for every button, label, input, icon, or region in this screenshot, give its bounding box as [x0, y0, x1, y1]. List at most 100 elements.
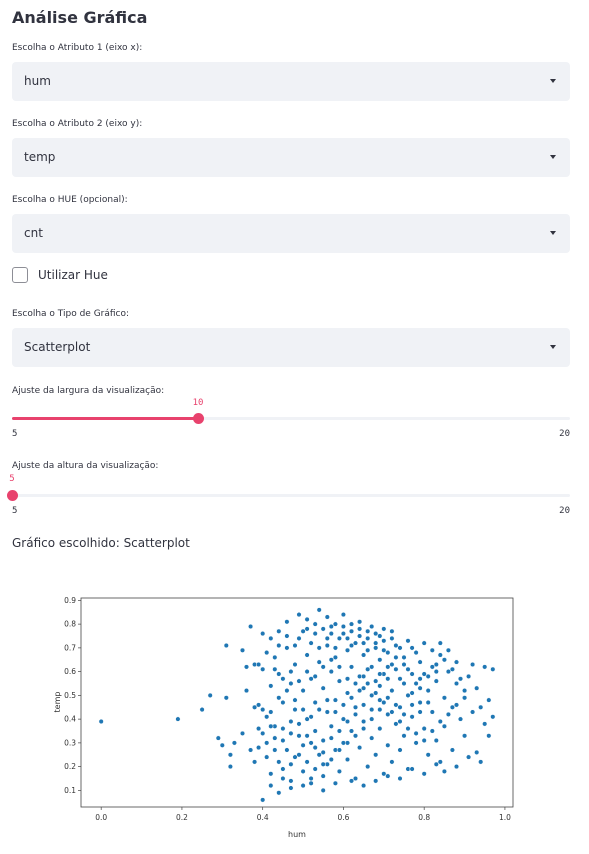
scatter-point: [352, 680, 359, 687]
width-slider-value: 10: [192, 398, 204, 408]
scatter-point: [280, 766, 286, 772]
scatter-point: [377, 633, 383, 639]
scatter-point: [300, 768, 306, 774]
scatter-point: [357, 688, 363, 694]
scatter-point: [421, 726, 427, 732]
scatter-point: [478, 759, 484, 765]
scatter-point: [304, 616, 310, 622]
scatter-point: [433, 737, 439, 744]
scatter-point: [361, 702, 367, 708]
scatter-point: [377, 657, 383, 663]
scatter-point: [377, 683, 383, 689]
scatter-point: [490, 666, 496, 672]
scatter-point: [219, 742, 225, 748]
x-tick-label: 0.2: [176, 813, 188, 822]
scatter-point: [312, 673, 318, 679]
height-slider-min: 5: [12, 506, 18, 516]
hue-select[interactable]: cnt: [12, 214, 570, 253]
scatter-point: [369, 707, 375, 713]
attr-x-value: hum: [24, 74, 51, 88]
attr-y-select[interactable]: temp: [12, 138, 570, 177]
scatter-point: [215, 735, 221, 741]
attr-x-select[interactable]: hum: [12, 62, 570, 101]
scatter-point: [385, 773, 391, 779]
height-slider-track[interactable]: [12, 494, 570, 497]
scatter-point: [264, 754, 270, 760]
scatter-point: [381, 638, 387, 644]
scatter-point: [453, 764, 460, 770]
use-hue-checkbox[interactable]: [12, 267, 28, 283]
height-slider-thumb[interactable]: [6, 490, 18, 501]
scatter-point: [248, 747, 254, 753]
scatter-point: [369, 623, 375, 630]
scatter-point: [429, 647, 435, 653]
scatter-point: [393, 642, 399, 649]
scatter-point: [381, 626, 387, 632]
width-slider-label: Ajuste da largura da visualização:: [12, 386, 165, 396]
scatter-point: [256, 661, 262, 668]
scatter-point: [264, 714, 270, 720]
scatter-point: [369, 735, 375, 741]
scatter-point: [320, 685, 326, 691]
scatter-point: [361, 652, 367, 658]
width-slider-thumb[interactable]: [192, 413, 204, 424]
scatter-point: [292, 697, 298, 703]
scatter-point: [308, 676, 314, 682]
chart-type-value: Scatterplot: [24, 340, 91, 354]
y-tick-label: 0.8: [64, 620, 76, 629]
scatter-point: [385, 742, 391, 748]
scatter-point: [260, 797, 266, 803]
scatter-point: [344, 647, 351, 653]
y-tick-label: 0.7: [64, 643, 76, 652]
scatter-point: [437, 652, 443, 658]
height-slider-max: 20: [559, 506, 570, 516]
scatter-point: [264, 650, 270, 656]
scatter-point: [369, 692, 375, 698]
scatter-point: [300, 628, 306, 634]
scatter-point: [421, 771, 427, 777]
scatter-point: [340, 631, 346, 637]
scatter-point: [385, 676, 391, 682]
width-slider-track[interactable]: [12, 417, 570, 420]
scatter-point: [462, 695, 468, 701]
scatter-point: [425, 752, 431, 758]
scatter-point: [288, 730, 294, 736]
scatter-point: [268, 771, 274, 777]
scatter-point: [300, 742, 306, 748]
scatter-point: [276, 695, 282, 701]
scatter-point: [328, 623, 334, 630]
scatter-point: [449, 704, 455, 710]
plot-frame: [80, 597, 514, 808]
scatter-point: [445, 711, 451, 717]
use-hue-label[interactable]: Utilizar Hue: [38, 268, 108, 282]
scatter-point: [276, 759, 282, 765]
width-slider-max: 20: [559, 429, 570, 439]
scatter-point: [377, 707, 383, 713]
scatter-point: [264, 740, 270, 746]
scatter-point: [296, 678, 302, 684]
scatter-point: [409, 766, 415, 772]
scatter-point: [373, 640, 379, 646]
scatter-point: [199, 707, 205, 713]
scatter-point: [389, 759, 395, 765]
scatter-point: [316, 659, 322, 665]
scatter-point: [348, 621, 355, 627]
scatter-point: [223, 695, 229, 701]
scatter-point: [268, 635, 274, 641]
chart-type-select[interactable]: Scatterplot: [12, 328, 570, 367]
width-slider-min: 5: [12, 429, 18, 439]
scatter-point: [304, 733, 310, 739]
scatter-point: [365, 680, 371, 687]
scatter-point: [490, 714, 496, 720]
scatter-point: [397, 747, 403, 753]
scatter-point: [268, 683, 274, 689]
scatter-point: [332, 780, 338, 786]
y-tick-label: 0.1: [64, 786, 76, 795]
scatter-point: [344, 718, 351, 725]
scatter-point: [308, 775, 314, 782]
scatter-point: [413, 650, 419, 656]
scatter-point: [288, 785, 294, 791]
scatter-point: [324, 614, 330, 620]
scatter-point: [466, 673, 472, 679]
scatter-point: [324, 642, 330, 649]
